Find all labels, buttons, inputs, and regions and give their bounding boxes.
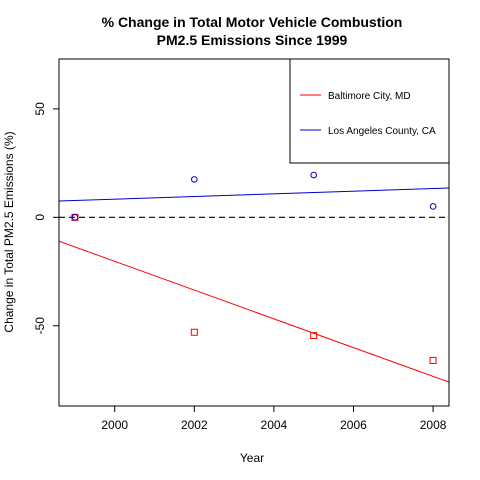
x-tick-label-2006: 2006 [340, 418, 367, 432]
point-los-angeles-county-ca-2002 [191, 176, 198, 183]
y-tick-label-0: 0 [33, 214, 47, 221]
point-los-angeles-county-ca-1999 [71, 214, 79, 221]
x-tick-label-2002: 2002 [181, 418, 208, 432]
trend-line-baltimore-city-md [59, 240, 449, 383]
plot-frame [58, 58, 450, 407]
y-tick-label-50: 50 [33, 102, 47, 116]
trend-line-los-angeles-county-ca [59, 187, 449, 202]
x-tick-label-2000: 2000 [101, 418, 128, 432]
x-tick-label-2004: 2004 [261, 418, 288, 432]
point-baltimore-city-md-2005 [310, 332, 318, 340]
legend-box [289, 58, 450, 164]
legend-label-baltimore-city-md: Baltimore City, MD [328, 91, 411, 102]
point-baltimore-city-md-2008 [429, 356, 437, 364]
chart-title-line-2: PM2.5 Emissions Since 1999 [157, 32, 348, 48]
x-axis: 2000 2002 2004 2006 2008 [101, 406, 447, 432]
y-axis-label: Change in Total PM2.5 Emissions (%) [2, 131, 16, 332]
point-los-angeles-county-ca-2008 [429, 203, 437, 210]
y-axis: -50 0 50 [33, 102, 59, 335]
legend: Baltimore City, MD Los Angeles County, CA [289, 58, 450, 164]
point-baltimore-city-md-2002 [190, 328, 198, 336]
y-tick-label--50: -50 [33, 317, 47, 335]
x-axis-label: Year [240, 451, 264, 465]
plot-area [59, 171, 449, 383]
x-tick-label-2008: 2008 [420, 418, 447, 432]
chart-title-line-1: % Change in Total Motor Vehicle Combusti… [102, 14, 403, 30]
legend-label-los-angeles-county-ca: Los Angeles County, CA [328, 126, 436, 137]
point-los-angeles-county-ca-2005 [310, 171, 317, 179]
